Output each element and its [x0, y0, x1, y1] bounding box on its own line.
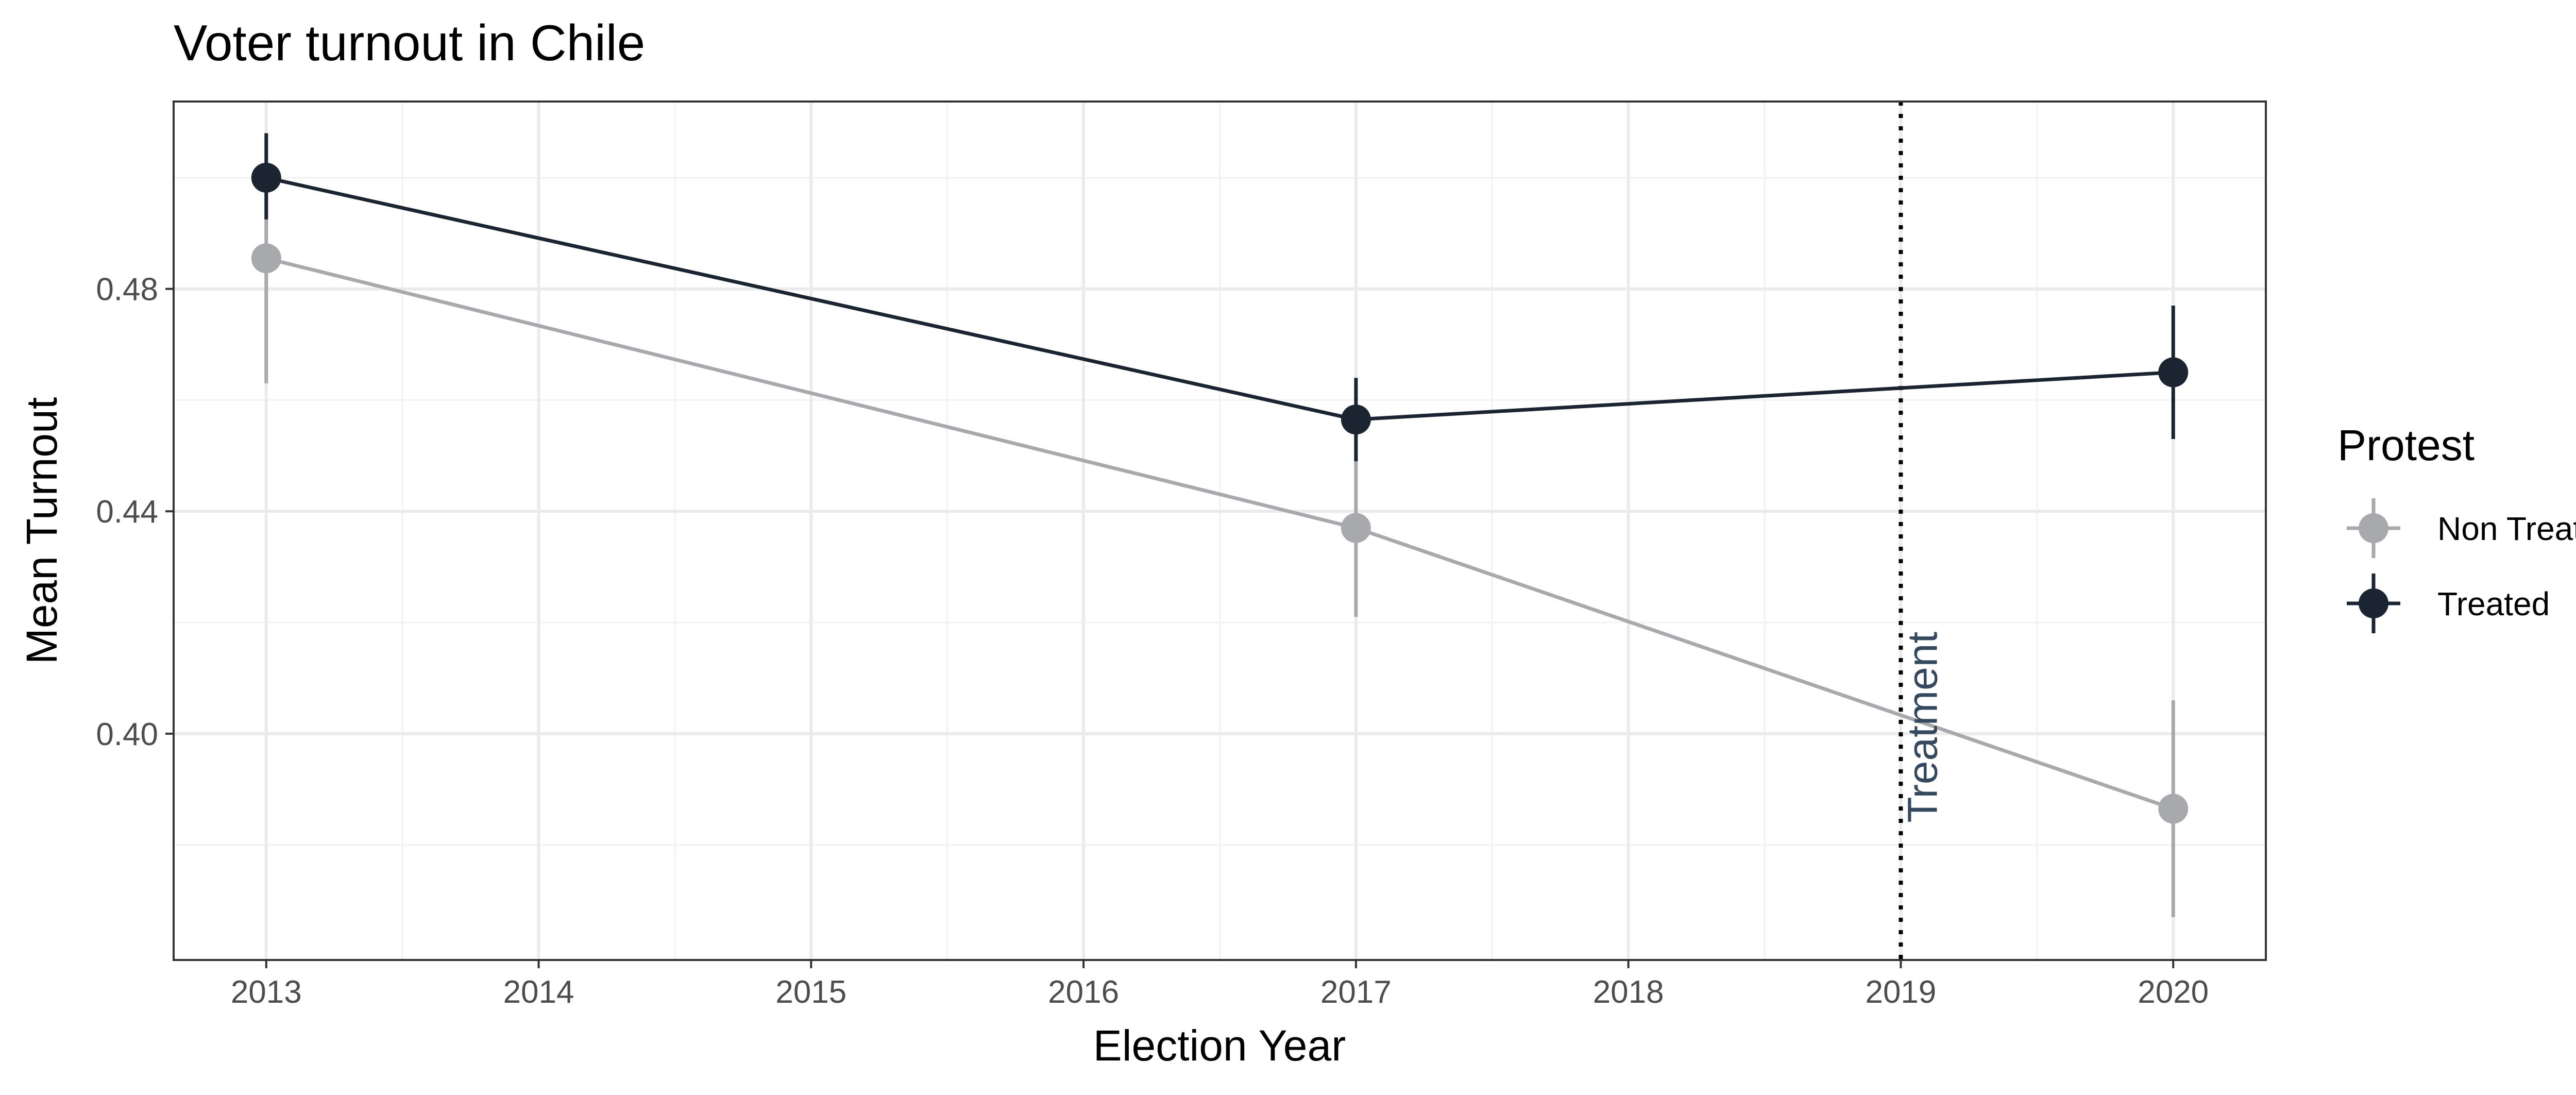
data-point-treated [2158, 357, 2189, 388]
legend-key-point [2359, 513, 2388, 543]
data-point-non-treated [2158, 794, 2189, 824]
legend-label: Treated [2437, 585, 2550, 622]
legend-title: Protest [2337, 421, 2475, 469]
y-axis-label: Mean Turnout [18, 397, 66, 664]
x-tick-label: 2013 [231, 974, 302, 1010]
x-tick-label: 2017 [1320, 974, 1392, 1010]
y-axis-ticks: 0.40 0.44 0.48 [96, 272, 174, 752]
x-tick-label: 2015 [775, 974, 846, 1010]
plot-panel-border [173, 100, 2267, 961]
legend: Protest Non Treated Treated [2337, 421, 2576, 633]
series-layer [251, 133, 2189, 917]
legend-items: Non Treated Treated [2347, 498, 2576, 633]
x-tick-label: 2018 [1593, 974, 1664, 1010]
x-axis-label: Election Year [1093, 1021, 1346, 1070]
x-tick-label: 2019 [1865, 974, 1936, 1010]
series-treated [251, 133, 2189, 462]
minor-gridlines [174, 102, 2266, 960]
data-point-treated [251, 162, 281, 193]
series-non-treated [251, 191, 2189, 917]
legend-item-treated: Treated [2347, 574, 2550, 633]
data-point-treated [1341, 405, 1371, 435]
x-tick-label: 2014 [503, 974, 574, 1010]
y-tick-label: 0.48 [96, 272, 158, 308]
x-axis-ticks: 2013 2014 2015 2016 2017 2018 2019 2020 [231, 960, 2209, 1010]
legend-key-point [2359, 588, 2388, 618]
treatment-annotation: Treatment [1899, 632, 1946, 823]
y-tick-label: 0.44 [96, 494, 158, 530]
legend-item-non-treated: Non Treated [2347, 498, 2576, 558]
y-tick-label: 0.40 [96, 717, 158, 752]
x-tick-label: 2020 [2138, 974, 2209, 1010]
data-point-non-treated [251, 243, 281, 274]
legend-label: Non Treated [2437, 510, 2576, 547]
chart-title: Voter turnout in Chile [174, 14, 645, 71]
x-tick-label: 2016 [1048, 974, 1119, 1010]
data-point-non-treated [1341, 513, 1371, 543]
